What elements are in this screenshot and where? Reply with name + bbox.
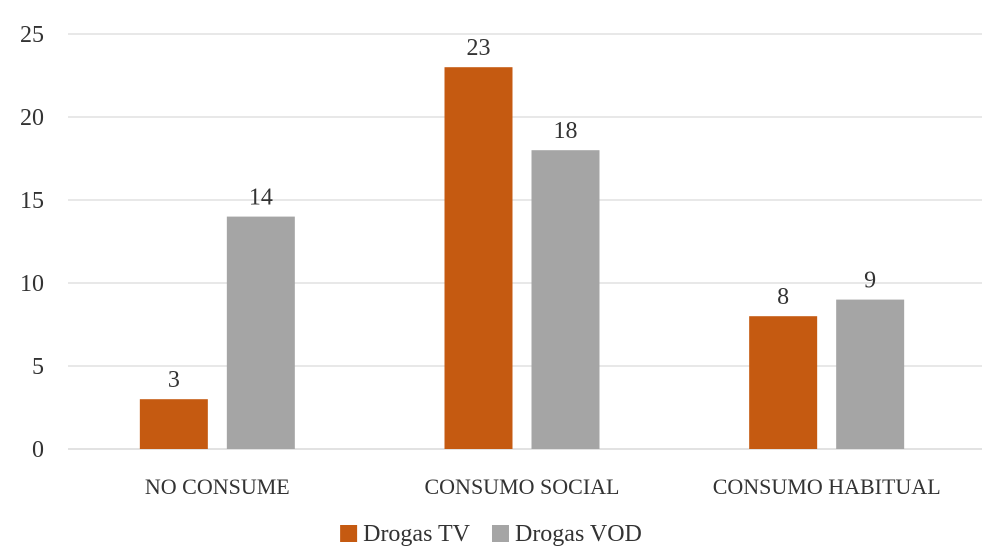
category-label: CONSUMO SOCIAL [425,474,620,499]
bar-drogas-vod [836,299,905,449]
y-tick-label: 0 [32,437,44,463]
y-tick-label: 20 [20,105,44,131]
y-axis-ticks: 0 5 10 15 20 25 [20,22,44,463]
data-label: 18 [554,118,578,144]
y-tick-label: 15 [20,188,44,214]
data-label: 23 [467,35,491,61]
bar-drogas-vod [531,150,600,449]
category-label: NO CONSUME [145,474,290,499]
legend: Drogas TV Drogas VOD [340,521,642,547]
y-tick-label: 25 [20,22,44,48]
y-tick-label: 10 [20,271,44,297]
bar-drogas-tv [444,67,513,449]
data-labels: 3 14 23 18 8 9 [168,35,876,393]
legend-swatch [340,525,358,542]
bar-drogas-tv [749,316,818,449]
data-label: 14 [249,185,273,211]
bar-drogas-tv [139,399,208,449]
data-label: 9 [864,268,876,294]
legend-swatch [491,525,509,542]
x-axis-categories: NO CONSUME CONSUMO SOCIAL CONSUMO HABITUAL [145,474,941,499]
gridlines [68,33,982,450]
bar-drogas-vod [226,216,295,449]
category-label: CONSUMO HABITUAL [713,474,941,499]
bars [139,67,905,449]
data-label: 3 [168,367,180,393]
legend-label: Drogas TV [363,521,471,547]
data-label: 8 [777,284,789,310]
y-tick-label: 5 [32,354,44,380]
legend-label: Drogas VOD [515,521,642,547]
